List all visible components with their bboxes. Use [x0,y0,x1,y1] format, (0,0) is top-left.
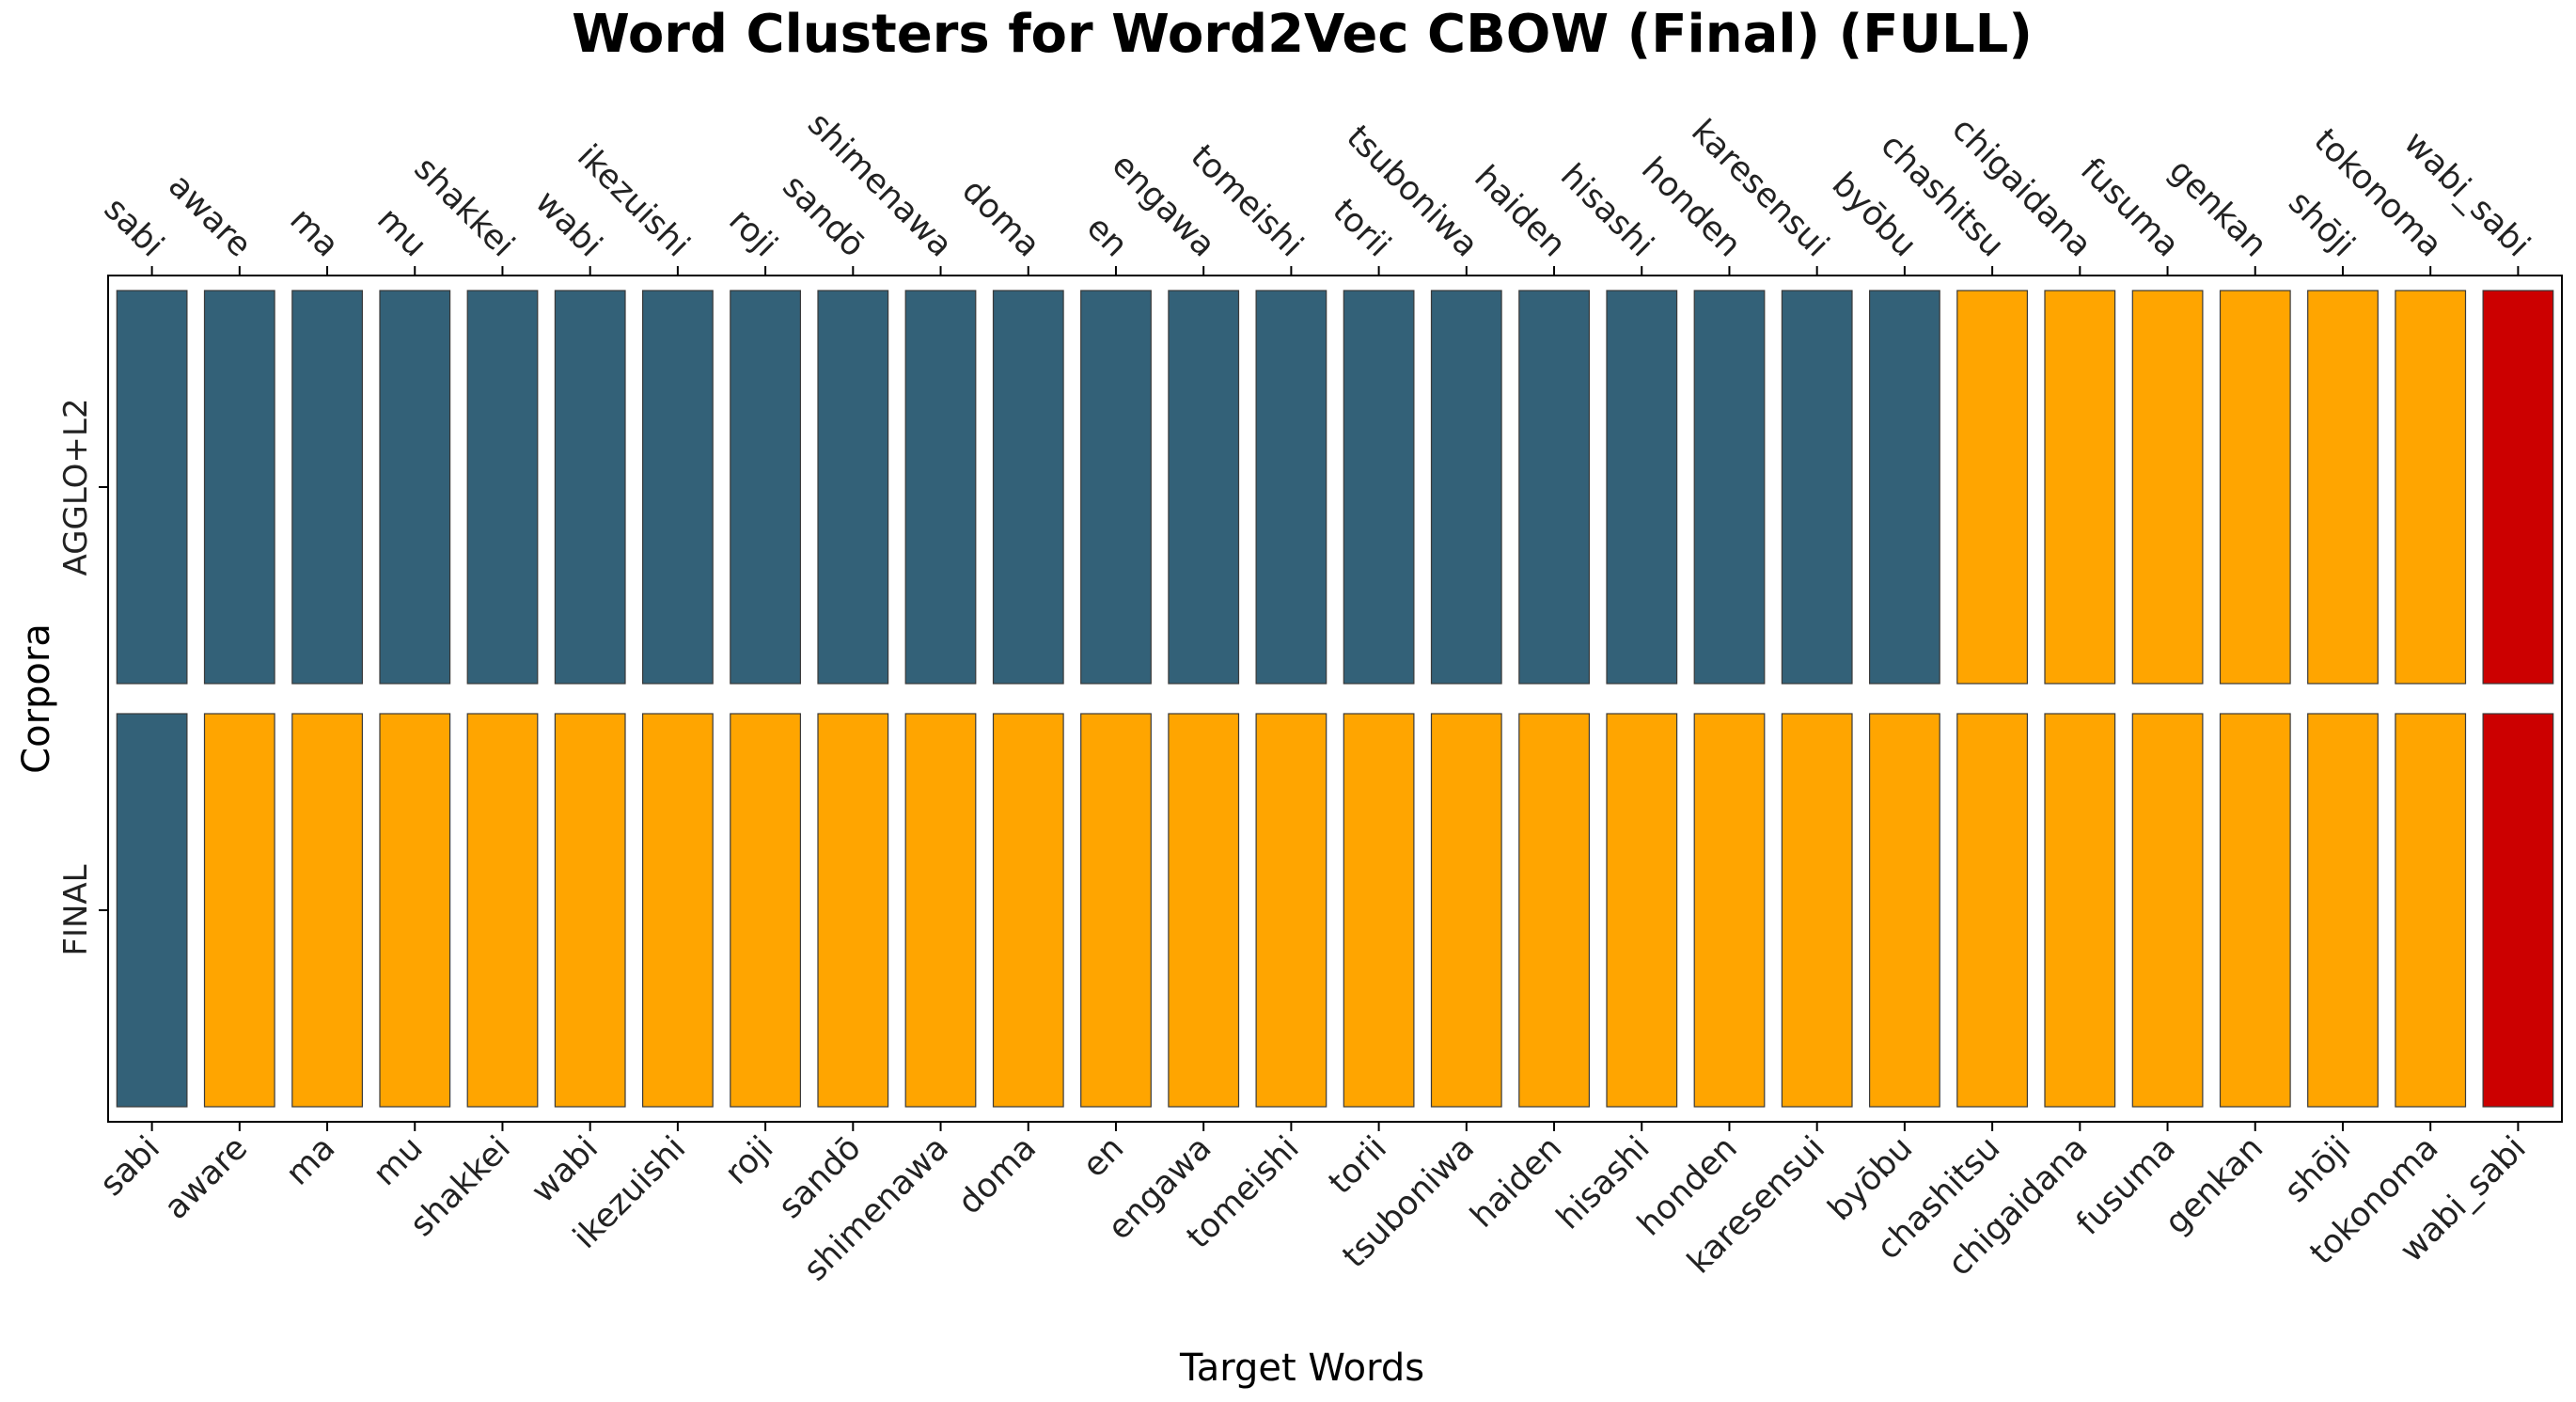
cell-final-1 [116,713,188,1108]
x-tick-label-bottom: wabi [525,1129,605,1210]
cell-final-16 [1430,713,1502,1108]
cell-agglo-l2-16 [1430,290,1502,685]
cell-final-19 [1693,713,1766,1108]
x-tick-label-bottom: torii [1322,1129,1394,1202]
cell-final-6 [554,713,626,1108]
x-tick-label-top: genkan [2161,152,2274,265]
x-tick-label-bottom: aware [157,1129,255,1227]
x-tick-label-bottom: ma [279,1129,343,1193]
cell-agglo-l2-1 [116,290,188,685]
cell-agglo-l2-23 [2044,290,2116,685]
x-tick-label-bottom: roji [718,1129,781,1192]
cell-agglo-l2-19 [1693,290,1766,685]
cell-agglo-l2-20 [1781,290,1853,685]
cell-agglo-l2-4 [379,290,451,685]
x-tick-label-bottom: fusuma [2069,1129,2183,1243]
cell-agglo-l2-6 [554,290,626,685]
cell-agglo-l2-27 [2395,290,2467,685]
x-tick-label-bottom: en [1076,1129,1131,1185]
cell-agglo-l2-26 [2307,290,2379,685]
cell-agglo-l2-7 [641,290,714,685]
y-axis-label: Corpora [15,623,58,774]
row-label-final: FINAL [57,864,95,955]
x-tick-label-bottom: shōji [2278,1129,2359,1210]
x-tick-label-bottom: doma [951,1129,1044,1221]
cell-final-7 [641,713,714,1108]
cell-final-5 [466,713,539,1108]
cell-agglo-l2-3 [291,290,363,685]
cell-agglo-l2-14 [1255,290,1327,685]
x-tick-label-bottom: genkan [2159,1129,2271,1242]
x-tick-label-top: en [1079,209,1135,264]
x-tick-label-top: ma [282,201,346,265]
x-tick-label-top: doma [954,172,1046,264]
cell-final-13 [1168,713,1240,1108]
cell-agglo-l2-15 [1343,290,1415,685]
cell-final-11 [992,713,1064,1108]
x-tick-label-top: roji [721,202,784,265]
x-tick-label-bottom: sabi [93,1129,167,1204]
x-tick-label-top: shōji [2281,184,2362,265]
plot-frame [107,275,2563,1123]
cell-agglo-l2-10 [904,290,977,685]
cluster-cells [116,290,2554,1108]
cell-agglo-l2-11 [992,290,1064,685]
cell-final-4 [379,713,451,1108]
row-labels: AGGLO+L2 FINAL [57,399,108,956]
x-tick-label-bottom: mu [367,1129,431,1193]
cell-final-21 [1868,713,1940,1108]
cell-final-20 [1781,713,1853,1108]
cell-final-8 [730,713,801,1108]
cell-final-24 [2131,713,2204,1108]
x-tick-label-top: sabi [97,190,171,264]
x-tick-label-top: mu [369,200,433,264]
x-tick-label-top: torii [1325,192,1397,264]
cell-final-17 [1518,713,1591,1108]
x-tick-label-top: haiden [1467,159,1573,265]
cell-agglo-l2-2 [203,290,275,685]
cell-final-10 [904,713,977,1108]
cell-final-9 [817,713,889,1108]
cell-agglo-l2-24 [2131,290,2204,685]
cell-final-15 [1343,713,1415,1108]
cell-agglo-l2-17 [1518,290,1591,685]
cell-agglo-l2-18 [1606,290,1678,685]
cell-agglo-l2-21 [1868,290,1940,685]
cell-final-25 [2219,713,2291,1108]
cell-final-27 [2395,713,2467,1108]
cell-agglo-l2-28 [2482,290,2554,685]
cell-agglo-l2-13 [1168,290,1240,685]
x-tick-label-top: wabi [527,183,608,264]
cell-final-23 [2044,713,2116,1108]
cell-final-28 [2482,713,2554,1108]
cell-agglo-l2-8 [730,290,801,685]
row-label-agglo-l2: AGGLO+L2 [57,399,95,576]
cell-agglo-l2-9 [817,290,889,685]
cell-agglo-l2-25 [2219,290,2291,685]
cell-final-2 [203,713,275,1108]
x-tick-label-top: fusuma [2073,151,2187,265]
cell-final-18 [1606,713,1678,1108]
x-tick-label-bottom: haiden [1464,1129,1570,1236]
cell-final-14 [1255,713,1327,1108]
cell-agglo-l2-22 [1956,290,2029,685]
x-tick-label-top: aware [161,167,259,265]
cell-agglo-l2-12 [1080,290,1152,685]
cell-agglo-l2-5 [466,290,539,685]
cell-final-22 [1956,713,2029,1108]
cell-final-12 [1080,713,1152,1108]
cell-final-3 [291,713,363,1108]
x-axis-label: Target Words [1179,1347,1424,1390]
cell-final-26 [2307,713,2379,1108]
chart-title: Word Clusters for Word2Vec CBOW (Final) … [572,4,2033,65]
